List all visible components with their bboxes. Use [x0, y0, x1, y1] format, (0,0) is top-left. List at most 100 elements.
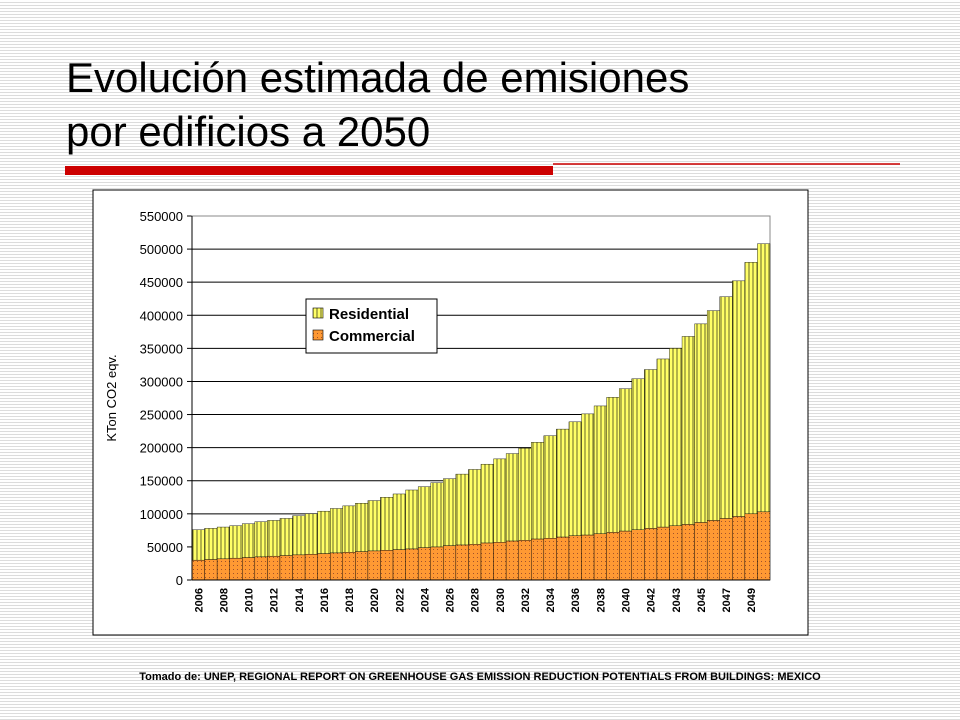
- bar-segment: [443, 478, 457, 546]
- bar-segment: [556, 428, 570, 538]
- bar-segment: [694, 522, 708, 581]
- bar-segment: [644, 528, 658, 581]
- bar-segment: [367, 500, 381, 552]
- y-axis-label: KTon CO2 eqv.: [104, 354, 119, 441]
- bar-segment: [216, 526, 230, 560]
- y-tick-label: 100000: [140, 507, 183, 522]
- bar-segment: [644, 369, 658, 529]
- bar-segment: [518, 448, 532, 541]
- legend-box: [305, 298, 438, 354]
- bar-segment: [468, 469, 482, 545]
- bar-segment: [355, 503, 369, 552]
- source-note: Tomado de: UNEP, REGIONAL REPORT ON GREE…: [139, 671, 821, 683]
- x-tick-label: 2043: [671, 588, 683, 612]
- bar-segment: [191, 559, 205, 581]
- x-tick-label: 2036: [570, 588, 582, 612]
- bar-segment: [543, 538, 557, 581]
- title-line: Evolución estimada de emisiones: [66, 54, 689, 101]
- bar-segment: [694, 323, 708, 523]
- x-tick-label: 2006: [193, 588, 205, 612]
- bar-segment: [455, 473, 469, 546]
- y-tick-label: 0: [176, 573, 183, 588]
- bar-segment: [204, 559, 218, 581]
- bar-segment: [505, 453, 519, 542]
- x-tick-label: 2034: [545, 587, 557, 612]
- bar-segment: [757, 243, 771, 513]
- y-tick-label: 250000: [140, 408, 183, 423]
- bar-segment: [204, 528, 218, 560]
- bar-segment: [568, 421, 582, 536]
- bar-segment: [631, 529, 645, 581]
- bar-segment: [317, 553, 331, 581]
- bar-segment: [342, 552, 356, 581]
- bar-segment: [480, 463, 494, 544]
- bar-segment: [330, 552, 343, 581]
- bar-segment: [392, 549, 406, 581]
- bar-segment: [254, 521, 268, 558]
- bar-segment: [619, 530, 632, 581]
- y-tick-label: 300000: [140, 374, 183, 389]
- x-tick-label: 2030: [495, 588, 507, 612]
- x-tick-label: 2024: [419, 587, 431, 612]
- bar-segment: [681, 336, 695, 525]
- bar-segment: [681, 524, 695, 581]
- legend-swatch: [312, 307, 324, 319]
- bar-segment: [744, 262, 758, 515]
- bar-segment: [706, 520, 720, 581]
- x-tick-label: 2028: [470, 588, 482, 612]
- bar-segment: [229, 557, 243, 581]
- bar-segment: [480, 542, 494, 581]
- bar-segment: [254, 556, 268, 581]
- title-line: por edificios a 2050: [66, 108, 430, 155]
- bar-segment: [744, 513, 758, 581]
- bar-segment: [706, 310, 720, 521]
- bar-segment: [443, 545, 457, 581]
- x-tick-label: 2032: [520, 588, 532, 612]
- bar-segment: [593, 405, 607, 534]
- bar-segment: [417, 547, 431, 581]
- bar-segment: [581, 534, 595, 581]
- y-tick-label: 150000: [140, 474, 183, 489]
- bar-segment: [606, 397, 620, 533]
- x-tick-label: 2026: [445, 588, 457, 612]
- bar-segment: [556, 536, 570, 581]
- title-bar: [65, 166, 553, 175]
- bar-segment: [656, 358, 670, 528]
- x-tick-label: 2049: [746, 588, 758, 612]
- bar-segment: [531, 538, 545, 581]
- y-tick-label: 400000: [140, 308, 183, 323]
- bar-segment: [669, 525, 683, 581]
- bar-segment: [279, 518, 293, 556]
- y-tick-label: 550000: [140, 209, 183, 224]
- bar-segment: [342, 505, 356, 553]
- x-tick-label: 2022: [394, 588, 406, 612]
- bar-segment: [430, 482, 444, 548]
- y-tick-label: 200000: [140, 441, 183, 456]
- bar-segment: [392, 493, 406, 550]
- bar-segment: [505, 540, 519, 581]
- bar-segment: [568, 535, 582, 581]
- x-tick-label: 2042: [646, 588, 658, 612]
- bar-segment: [631, 378, 645, 530]
- x-tick-label: 2008: [218, 588, 230, 612]
- bar-segment: [405, 548, 419, 581]
- legend-label: Residential: [329, 306, 409, 323]
- bar-segment: [430, 546, 444, 581]
- bar-segment: [719, 518, 733, 581]
- x-tick-label: 2020: [369, 588, 381, 612]
- bar-segment: [468, 544, 482, 581]
- x-tick-label: 2018: [344, 588, 356, 612]
- bar-segment: [518, 540, 532, 581]
- bar-segment: [606, 532, 620, 581]
- bar-segment: [732, 280, 746, 517]
- legend-label: Commercial: [329, 328, 415, 345]
- bar-segment: [455, 544, 469, 581]
- x-tick-label: 2045: [696, 588, 708, 612]
- bar-segment: [732, 516, 746, 581]
- bar-segment: [405, 489, 419, 550]
- bar-segment: [267, 520, 281, 557]
- bar-segment: [380, 550, 394, 581]
- bar-segment: [380, 497, 394, 551]
- y-tick-label: 350000: [140, 341, 183, 356]
